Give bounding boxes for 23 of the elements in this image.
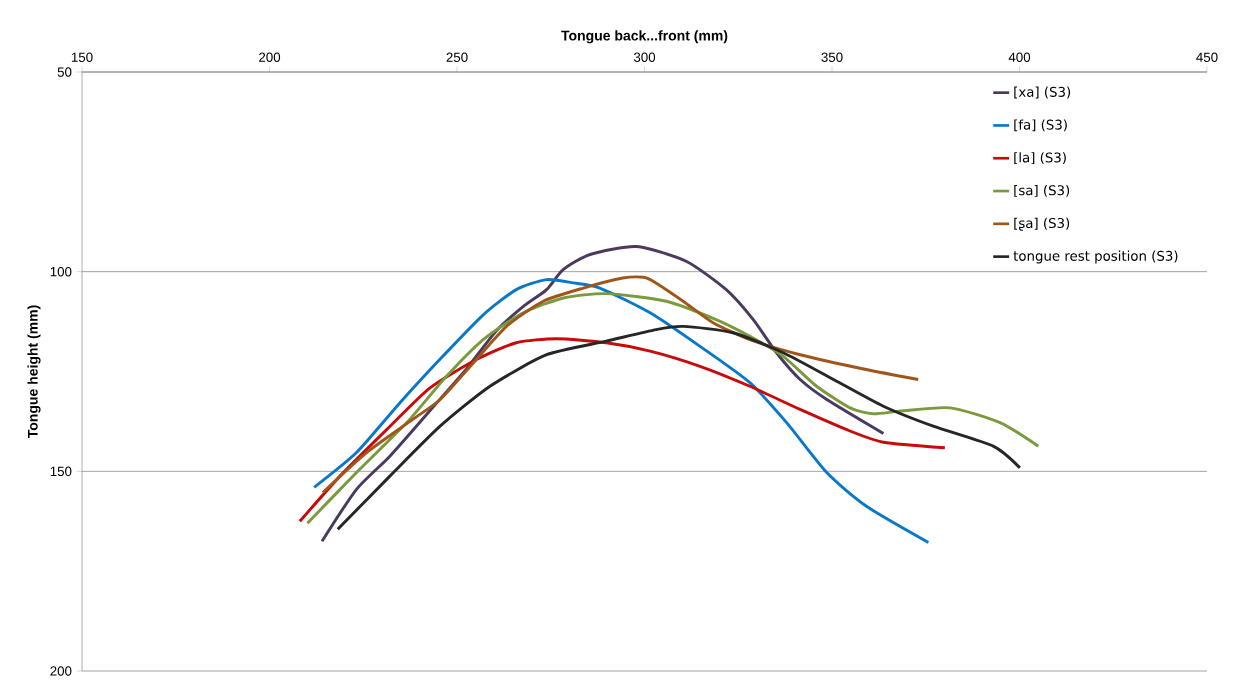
legend-label: [la] (S3)	[1014, 152, 1066, 164]
legend-label: tongue rest position (S3)	[1013, 250, 1178, 264]
legend-label: [xa] (S3)	[1014, 86, 1071, 99]
x-tick-label: 300	[633, 52, 656, 62]
x-tick-label: 400	[1008, 52, 1031, 62]
line-series	[321, 275, 920, 494]
x-tick-label: 250	[446, 52, 468, 62]
x-tick-label: 450	[1196, 52, 1218, 62]
x-tick-label: 150	[71, 52, 93, 62]
y-tick-label: 150	[50, 466, 72, 476]
y-tick-label: 50	[57, 67, 72, 77]
y-tick-label: 100	[50, 266, 72, 277]
y-axis-title: Tongue height (mm)	[27, 305, 41, 439]
y-tick-label: 200	[50, 666, 72, 676]
line-series	[312, 278, 930, 544]
x-axis-title: Tongue back...front (mm)	[561, 30, 728, 44]
line-series	[305, 292, 1040, 525]
x-tick-label: 350	[821, 52, 843, 62]
x-tick-label: 200	[259, 52, 281, 62]
legend-label: [sa] (S3)	[1014, 184, 1070, 197]
line-series	[336, 324, 1022, 531]
legend-label: [fa] (S3)	[1014, 119, 1067, 132]
legend-label: [ʂa] (S3)	[1014, 217, 1070, 231]
